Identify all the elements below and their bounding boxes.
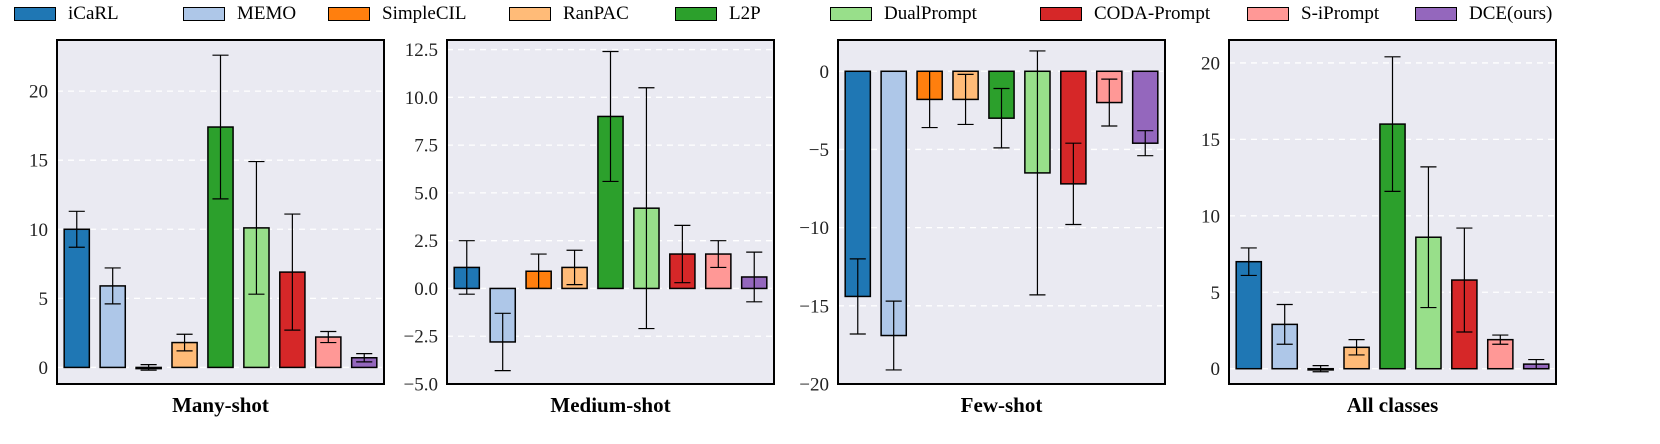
y-tick-label: 5: [1211, 283, 1221, 304]
legend-swatch: [328, 7, 370, 21]
legend-label: iCaRL: [68, 3, 119, 24]
legend-label: L2P: [729, 3, 761, 24]
y-tick-label: −5: [809, 140, 829, 161]
bar: [1131, 70, 1159, 144]
legend-item: RanPAC: [509, 3, 629, 24]
bar: [1235, 260, 1263, 370]
legend-swatch: [509, 7, 551, 21]
legend-item: SimpleCIL: [328, 3, 467, 24]
legend-item: L2P: [675, 3, 761, 24]
legend-item: iCaRL: [14, 3, 119, 24]
chart-panel: −5.0 −2.5 0.0 2.5 5.0 7.5 10.0 12.5 Medium-shot: [404, 39, 775, 417]
legend-label: DCE(ours): [1469, 3, 1553, 24]
plot-frame: [1228, 39, 1557, 385]
y-tick-label: 0: [820, 62, 830, 83]
legend-label: SimpleCIL: [382, 3, 467, 24]
legend-label: CODA-Prompt: [1094, 3, 1211, 24]
chart-legend: iCaRL MEMO SimpleCIL RanPAC L2P DualPrompt COD…: [0, 0, 1660, 30]
legend-swatch: [14, 7, 56, 21]
y-tick-label: 0: [1211, 359, 1221, 380]
y-tick-label: −10: [799, 218, 829, 239]
y-tick-label: 5.0: [414, 183, 438, 204]
panel-title: Many-shot: [172, 393, 269, 417]
y-tick-label: 0: [39, 358, 49, 379]
y-tick-label: 10: [29, 220, 48, 241]
legend-swatch: [1247, 7, 1289, 21]
legend-swatch: [1040, 7, 1082, 21]
legend-item: DCE(ours): [1415, 3, 1553, 24]
panel-title: Medium-shot: [550, 393, 670, 417]
legend-item: MEMO: [183, 3, 297, 24]
y-tick-label: 15: [1201, 130, 1220, 151]
y-tick-label: −20: [799, 375, 829, 396]
legend-swatch: [1415, 7, 1457, 21]
y-tick-label: 20: [29, 82, 48, 103]
panel-title: All classes: [1347, 393, 1439, 417]
y-tick-label: 2.5: [414, 231, 438, 252]
legend-item: CODA-Prompt: [1040, 3, 1211, 24]
legend-label: DualPrompt: [884, 3, 977, 24]
bar: [243, 227, 270, 369]
legend-swatch: [675, 7, 717, 21]
y-tick-label: 10.0: [405, 88, 438, 109]
chart-panel: −20 −15 −10 −5 0 Few-shot: [799, 39, 1166, 417]
legend-label: S-iPrompt: [1301, 3, 1380, 24]
legend-label: MEMO: [237, 3, 297, 24]
y-tick-label: 20: [1201, 53, 1220, 74]
plot-frame: [446, 39, 775, 385]
legend-item: S-iPrompt: [1247, 3, 1380, 24]
y-tick-label: 10: [1201, 206, 1220, 227]
y-tick-label: −5.0: [404, 375, 438, 396]
plot-frame: [837, 39, 1166, 385]
legend-item: DualPrompt: [830, 3, 977, 24]
y-tick-label: 7.5: [414, 136, 438, 157]
legend-label: RanPAC: [563, 3, 629, 24]
y-tick-label: −2.5: [404, 327, 438, 348]
y-tick-label: −15: [799, 296, 829, 317]
legend-swatch: [830, 7, 872, 21]
y-tick-label: 5: [39, 289, 49, 310]
plot-frame: [56, 39, 385, 385]
bar: [63, 228, 91, 369]
bar: [880, 70, 908, 337]
chart-panel: 0 5 10 15 20 Many-shot: [29, 39, 385, 417]
y-tick-label: 15: [29, 151, 48, 172]
bar: [1486, 338, 1514, 370]
chart-panel: 0 5 10 15 20 All classes: [1201, 39, 1557, 417]
y-tick-label: 12.5: [405, 40, 438, 61]
y-tick-label: 0.0: [414, 279, 438, 300]
panel-title: Few-shot: [961, 393, 1043, 417]
legend-swatch: [183, 7, 225, 21]
